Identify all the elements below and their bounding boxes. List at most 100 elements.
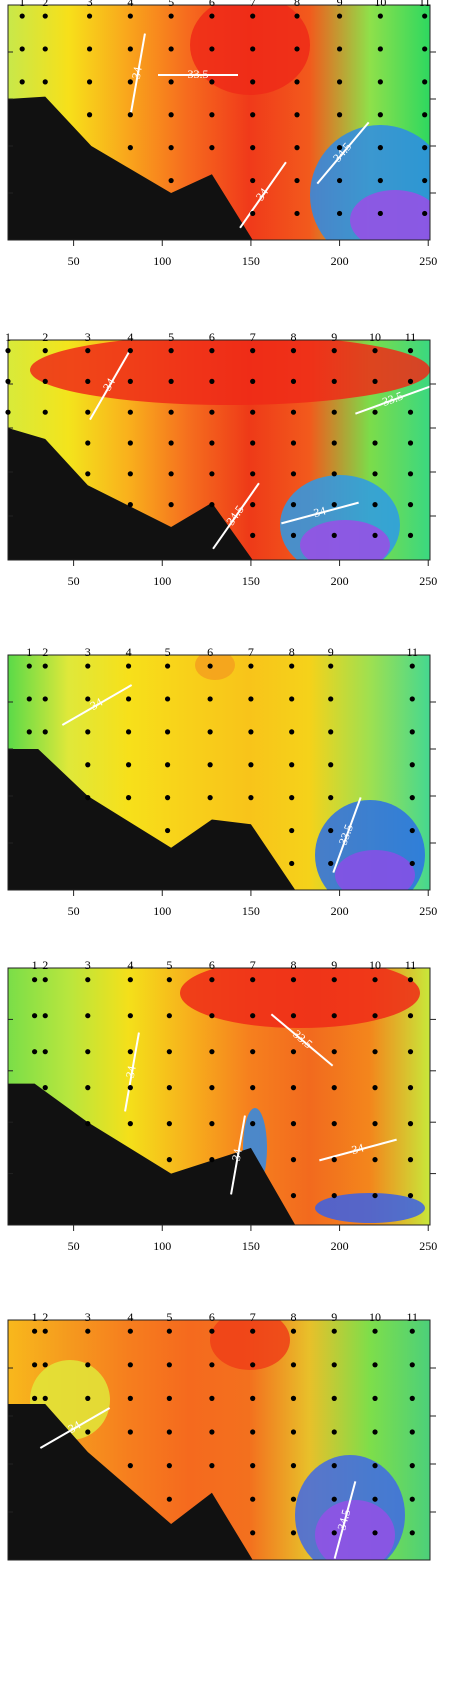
station-label: 4	[126, 645, 132, 659]
sample-dot	[331, 1085, 337, 1091]
field-blob	[30, 340, 430, 405]
sample-dot	[166, 977, 172, 983]
sample-dot	[127, 1395, 133, 1401]
sample-dot	[331, 1121, 337, 1127]
sample-dot	[290, 1157, 297, 1163]
sample-dot	[85, 1429, 91, 1435]
station-label: 9	[331, 330, 337, 344]
sample-dot	[294, 177, 300, 184]
sample-dot	[290, 378, 297, 384]
sample-dot	[328, 729, 334, 735]
station-samples	[290, 348, 297, 539]
sample-dot	[407, 1013, 414, 1019]
sample-dot	[209, 1395, 215, 1401]
sample-dot	[42, 46, 48, 52]
sample-dot	[372, 1049, 378, 1055]
sample-dot	[377, 177, 383, 184]
sample-dot	[250, 210, 256, 217]
sample-dot	[331, 440, 337, 446]
sample-dot	[250, 1049, 256, 1055]
sample-dot	[407, 1121, 414, 1127]
sample-dot	[336, 210, 343, 217]
sample-dot	[127, 1013, 133, 1019]
contour-label: 33.5	[380, 389, 405, 409]
sample-dot	[19, 46, 25, 52]
sample-dot	[331, 1395, 337, 1401]
sample-dot	[336, 145, 343, 151]
sample-dot	[372, 1463, 378, 1469]
sample-dot	[290, 1496, 297, 1502]
sample-dot	[290, 1013, 297, 1019]
sample-dot	[422, 145, 428, 151]
station-label: 11	[406, 1310, 418, 1324]
sample-dot	[85, 729, 91, 735]
sample-dot	[166, 1049, 172, 1055]
sample-dot	[331, 1049, 337, 1055]
sample-dot	[409, 1395, 415, 1401]
station-label: 11	[406, 645, 418, 659]
sample-dot	[331, 1013, 337, 1019]
sample-dot	[372, 1085, 378, 1091]
sample-dot	[290, 1049, 297, 1055]
plot-frame	[7, 1319, 431, 1561]
station-label: 3	[87, 0, 93, 9]
sample-dot	[407, 1157, 414, 1163]
station-samples	[166, 1328, 172, 1502]
x-tick-label: 150	[242, 574, 260, 588]
station-label: 1	[32, 958, 38, 972]
contour-line	[61, 684, 133, 726]
x-tick-label: 200	[331, 254, 349, 268]
contour-label: 34	[350, 1140, 365, 1157]
contour-line	[332, 797, 362, 873]
station-samples	[168, 348, 174, 508]
sample-dot	[85, 1362, 91, 1368]
station-label: 9	[331, 1310, 337, 1324]
sample-dot	[331, 1463, 337, 1469]
sample-dot	[42, 1085, 48, 1091]
sample-dot	[290, 440, 297, 446]
sample-dot	[331, 1530, 337, 1536]
sample-dot	[209, 1463, 215, 1469]
sample-dot	[290, 532, 297, 539]
station-samples	[42, 348, 48, 415]
sample-dot	[86, 112, 93, 118]
sample-dot	[125, 696, 132, 702]
station-samples	[422, 13, 428, 217]
station-samples	[42, 663, 48, 735]
sample-dot	[85, 1049, 91, 1055]
sample-dot	[42, 1362, 48, 1368]
sample-dot	[209, 977, 215, 983]
station-samples	[127, 977, 133, 1127]
station-label: 10	[369, 958, 381, 972]
station-label: 9	[337, 0, 343, 9]
sample-dot	[209, 1328, 215, 1334]
sample-dot	[248, 663, 254, 669]
sample-dot	[42, 1395, 48, 1401]
station-samples	[328, 663, 334, 867]
contour-line	[270, 1013, 334, 1067]
station-samples	[372, 348, 378, 539]
sample-dot	[31, 1328, 38, 1334]
sample-dot	[42, 1013, 48, 1019]
sample-dot	[290, 1429, 297, 1435]
station-label: 7	[250, 330, 256, 344]
sample-dot	[42, 378, 48, 384]
sample-dot	[372, 1157, 378, 1163]
station-label: 6	[209, 958, 215, 972]
sample-dot	[290, 1530, 297, 1536]
sample-dot	[331, 502, 337, 508]
sample-dot	[125, 795, 132, 801]
contour-line	[239, 161, 287, 229]
station-samples	[290, 1328, 297, 1536]
station-label: 5	[166, 958, 172, 972]
station-label: 8	[290, 958, 296, 972]
sample-dot	[290, 1192, 297, 1199]
seafloor	[8, 749, 296, 890]
sample-dot	[127, 46, 133, 52]
sample-dot	[294, 145, 300, 151]
station-label: 1	[32, 1310, 38, 1324]
x-tick-label: 50	[68, 574, 80, 588]
station-samples	[250, 1328, 256, 1536]
station-label: 5	[165, 645, 171, 659]
sample-dot	[377, 145, 383, 151]
